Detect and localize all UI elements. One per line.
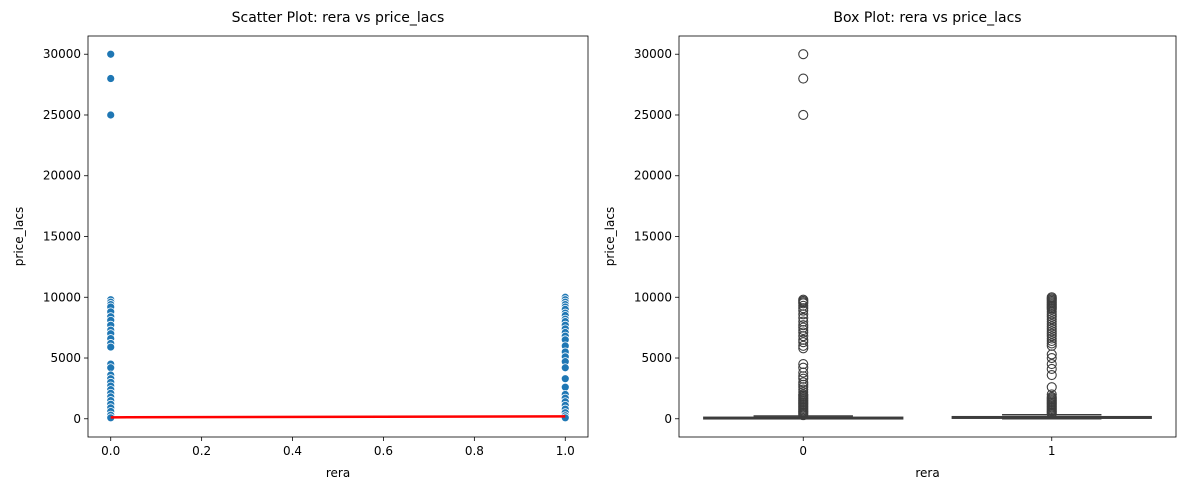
outlier-point [1046, 311, 1057, 322]
x-tick-label: 0.0 [101, 444, 120, 458]
scatter-plot-axes [88, 36, 588, 437]
scatter-plot-y-ticks: 0 5000 10000 15000 20000 25000 30000 [43, 47, 88, 426]
outlier-point [798, 109, 809, 121]
outlier-point [1046, 316, 1057, 327]
outlier-point [1046, 359, 1057, 370]
outlier-point [1046, 314, 1057, 325]
y-tick-label: 20000 [43, 169, 81, 183]
box-plot-xlabel: rera [915, 466, 939, 480]
y-tick-label: 5000 [641, 351, 672, 365]
outlier-point [1046, 326, 1057, 337]
outlier-point [1046, 321, 1057, 332]
x-tick-label: 1.0 [556, 444, 575, 458]
outlier-point [798, 367, 809, 378]
scatter-plot-x-ticks: 0.0 0.2 0.4 0.6 0.8 1.0 [101, 437, 575, 458]
outlier-point [798, 49, 809, 60]
scatter-plot-points [106, 49, 570, 423]
scatter-plot-panel: Scatter Plot: rera vs price_lacs rera pr… [12, 10, 589, 480]
box-plot-y-ticks: 0 5000 10000 15000 20000 25000 30000 [634, 47, 679, 426]
scatter-point [560, 413, 570, 423]
outlier-point [798, 327, 809, 338]
y-tick-label: 0 [664, 412, 672, 426]
outlier-point [1046, 352, 1057, 364]
box-1 [951, 292, 1152, 420]
scatter-point [106, 363, 116, 373]
box-plot-axes [679, 36, 1176, 437]
y-tick-label: 5000 [50, 351, 81, 365]
outlier-point [798, 325, 809, 336]
box-0 [703, 49, 904, 421]
scatter-plot-xlabel: rera [326, 466, 350, 480]
y-tick-label: 15000 [43, 230, 81, 244]
regression-line [110, 415, 566, 419]
outlier-point [798, 343, 809, 354]
outlier-point [1046, 369, 1057, 381]
outlier-point [1046, 318, 1057, 330]
outlier-point [798, 331, 809, 342]
outlier-point [798, 312, 809, 323]
scatter-plot-ylabel: price_lacs [12, 207, 26, 266]
x-tick-label: 0.8 [465, 444, 484, 458]
scatter-point [560, 363, 570, 373]
outlier-point [1046, 306, 1057, 317]
outlier-point [1046, 304, 1057, 315]
y-tick-label: 15000 [634, 230, 672, 244]
y-tick-label: 10000 [43, 290, 81, 304]
outlier-point [798, 340, 809, 351]
outlier-point [798, 379, 809, 390]
scatter-point [106, 110, 116, 120]
outlier-point [798, 410, 809, 421]
scatter-point [106, 49, 116, 59]
outlier-point [798, 298, 809, 309]
box-plot-boxes [703, 49, 1152, 421]
outlier-point [1046, 331, 1057, 342]
outlier-point [1046, 335, 1057, 347]
outlier-point [798, 303, 809, 314]
y-tick-label: 30000 [634, 47, 672, 61]
box-plot-panel: Box Plot: rera vs price_lacs rera price_… [603, 10, 1177, 480]
scatter-plot-regression [110, 415, 566, 419]
outlier-point [1046, 349, 1057, 360]
outlier-point [798, 309, 809, 320]
scatter-point [106, 74, 116, 83]
outlier-point [798, 305, 809, 316]
outlier-point [1046, 323, 1057, 334]
box-plot-title: Box Plot: rera vs price_lacs [833, 10, 1021, 26]
outlier-point [1046, 382, 1057, 393]
x-tick-label: 0.4 [283, 444, 302, 458]
outlier-point [798, 73, 809, 84]
x-tick-label: 0.6 [374, 444, 393, 458]
y-tick-label: 10000 [634, 290, 672, 304]
outlier-point [798, 377, 809, 388]
scatter-point [106, 342, 116, 352]
outlier-point [1046, 338, 1057, 349]
outlier-point [1046, 333, 1057, 344]
x-tick-label: 0.2 [192, 444, 211, 458]
outlier-point [1046, 328, 1057, 339]
box-plot-frame [678, 35, 1177, 438]
y-tick-label: 25000 [43, 108, 81, 122]
box-plot-ylabel: price_lacs [603, 207, 617, 266]
outlier-point [1046, 363, 1057, 375]
outlier-point [798, 320, 809, 331]
scatter-point [560, 374, 570, 384]
outlier-point [798, 337, 809, 348]
y-tick-label: 20000 [634, 169, 672, 183]
y-tick-label: 25000 [634, 108, 672, 122]
outlier-point [1046, 408, 1057, 419]
x-tick-label: 0 [799, 444, 807, 458]
outlier-point [1046, 309, 1057, 320]
y-tick-label: 30000 [43, 47, 81, 61]
scatter-point [560, 382, 570, 392]
x-tick-label: 1 [1048, 444, 1056, 458]
y-tick-label: 0 [73, 412, 81, 426]
scatter-plot-title: Scatter Plot: rera vs price_lacs [232, 10, 445, 26]
scatter-plot-frame [87, 35, 589, 438]
